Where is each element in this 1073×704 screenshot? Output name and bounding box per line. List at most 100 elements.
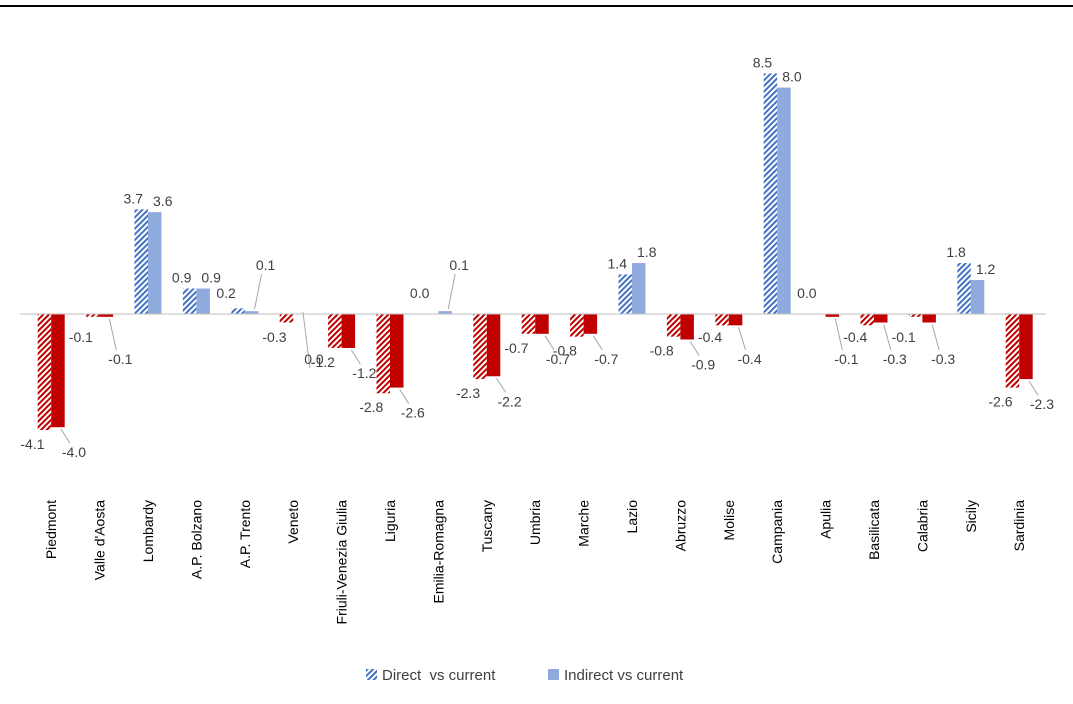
data-label-indirect-molise: -0.4 bbox=[737, 351, 761, 367]
bar-indirect-tuscany bbox=[486, 314, 501, 377]
legend-swatch-indirect bbox=[548, 669, 559, 680]
category-label-friuli-venezia-giulia: Friuli-Venezia Giulia bbox=[334, 500, 350, 625]
bar-direct-lazio bbox=[618, 274, 632, 314]
bar-direct-piedmont bbox=[37, 314, 52, 431]
category-label-abruzzo: Abruzzo bbox=[672, 500, 688, 552]
data-label-direct-campania: 8.5 bbox=[753, 54, 773, 70]
data-label-indirect-valle-d-aosta: -0.1 bbox=[108, 351, 132, 367]
bar-direct-a-p-trento bbox=[231, 308, 245, 314]
data-label-direct-umbria: -0.7 bbox=[504, 340, 528, 356]
data-label-direct-tuscany: -2.3 bbox=[456, 385, 480, 401]
category-label-molise: Molise bbox=[721, 500, 737, 541]
category-label-veneto: Veneto bbox=[285, 500, 301, 544]
leader-line-a-p-trento bbox=[254, 273, 263, 310]
data-label-indirect-liguria: -2.6 bbox=[401, 405, 425, 421]
category-labels-group: Piedmont Valle d'Aosta Lombardy A.P. Bolzan… bbox=[43, 500, 1027, 625]
bar-direct-veneto bbox=[279, 314, 294, 323]
leader-line-piedmont bbox=[60, 428, 71, 444]
legend-swatch-direct bbox=[366, 669, 377, 680]
bar-indirect-a-p-bolzano bbox=[196, 288, 210, 314]
leader-line-sardinia bbox=[1028, 380, 1039, 396]
data-label-indirect-emilia-romagna: 0.1 bbox=[449, 257, 469, 273]
bar-direct-lombardy bbox=[134, 209, 148, 314]
bar-direct-liguria bbox=[376, 314, 390, 394]
leader-line-apulia bbox=[834, 318, 843, 351]
leader-line-abruzzo bbox=[689, 341, 700, 356]
leader-line-basilicata bbox=[883, 324, 892, 351]
data-label-direct-molise: -0.4 bbox=[698, 329, 722, 345]
data-label-direct-marche: -0.8 bbox=[553, 343, 577, 359]
category-label-tuscany: Tuscany bbox=[479, 500, 495, 552]
data-label-indirect-lombardy: 3.6 bbox=[153, 193, 173, 209]
bar-indirect-sardinia bbox=[1019, 314, 1033, 380]
bar-direct-campania bbox=[763, 73, 778, 314]
bar-indirect-lombardy bbox=[148, 212, 162, 314]
data-labels-group: -4.1-4.0-0.1-0.13.7 3.60.9 0.90.20.1-0.30.… bbox=[20, 54, 1054, 460]
leader-line-calabria bbox=[931, 324, 940, 351]
data-label-indirect-abruzzo: -0.9 bbox=[691, 356, 715, 372]
data-label-indirect-marche: -0.7 bbox=[594, 351, 618, 367]
bar-indirect-umbria bbox=[535, 314, 549, 334]
bar-direct-friuli-venezia-giulia bbox=[328, 314, 342, 348]
data-label-indirect-lazio: 1.8 bbox=[637, 244, 657, 260]
data-label-direct-apulia: 0.0 bbox=[797, 285, 817, 301]
data-label-direct-a-p-bolzano: 0.9 bbox=[172, 270, 192, 286]
category-label-sicily: Sicily bbox=[963, 500, 979, 533]
data-label-direct-sicily: 1.8 bbox=[946, 244, 966, 260]
bar-direct-molise bbox=[715, 314, 729, 326]
category-label-piedmont: Piedmont bbox=[43, 500, 59, 559]
data-label-direct-lazio: 1.4 bbox=[608, 255, 628, 271]
bar-direct-basilicata bbox=[860, 314, 874, 326]
data-label-direct-valle-d-aosta: -0.1 bbox=[69, 329, 93, 345]
data-label-indirect-friuli-venezia-giulia: -1.2 bbox=[352, 365, 376, 381]
data-label-indirect-campania: 8.0 bbox=[782, 69, 802, 85]
bar-direct-abruzzo bbox=[666, 314, 681, 337]
bar-indirect-campania bbox=[777, 87, 791, 314]
legend-label-direct: Direct vs current bbox=[382, 667, 496, 684]
category-label-lombardy: Lombardy bbox=[140, 500, 156, 562]
bar-indirect-apulia bbox=[825, 314, 840, 317]
leader-line-emilia-romagna bbox=[447, 273, 456, 310]
bar-indirect-abruzzo bbox=[680, 314, 694, 340]
category-label-lazio: Lazio bbox=[624, 500, 640, 534]
data-label-indirect-apulia: -0.1 bbox=[834, 351, 858, 367]
category-label-basilicata: Basilicata bbox=[866, 500, 882, 560]
category-label-umbria: Umbria bbox=[527, 500, 543, 545]
leader-line-molise bbox=[738, 327, 747, 351]
data-label-direct-lombardy: 3.7 bbox=[124, 190, 144, 206]
bar-direct-calabria bbox=[908, 314, 923, 317]
data-label-indirect-veneto: 0.0 bbox=[304, 351, 324, 367]
bar-indirect-friuli-venezia-giulia bbox=[341, 314, 356, 348]
bar-indirect-a-p-trento bbox=[244, 311, 259, 314]
category-label-apulia: Apulia bbox=[818, 500, 834, 539]
bar-direct-marche bbox=[570, 314, 584, 337]
data-label-direct-a-p-trento: 0.2 bbox=[216, 285, 236, 301]
data-label-indirect-sardinia: -2.3 bbox=[1030, 396, 1054, 412]
data-label-indirect-piedmont: -4.0 bbox=[62, 444, 86, 460]
bar-direct-umbria bbox=[521, 314, 536, 334]
bar-indirect-molise bbox=[728, 314, 743, 326]
leader-line-friuli-venezia-giulia bbox=[350, 349, 361, 365]
leader-line-tuscany bbox=[496, 377, 506, 393]
bar-indirect-marche bbox=[583, 314, 598, 334]
bar-indirect-liguria bbox=[390, 314, 404, 388]
legend: Direct vs current Indirect vs current bbox=[366, 667, 684, 684]
category-label-a-p-bolzano: A.P. Bolzano bbox=[188, 500, 204, 579]
data-label-indirect-umbria: -0.7 bbox=[546, 351, 570, 367]
category-label-sardinia: Sardinia bbox=[1011, 500, 1027, 552]
leader-line-valle-d-aosta bbox=[108, 318, 117, 351]
data-label-direct-emilia-romagna: 0.0 bbox=[410, 285, 430, 301]
data-label-direct-veneto: -0.3 bbox=[262, 329, 286, 345]
data-label-direct-sardinia: -2.6 bbox=[988, 394, 1012, 410]
leader-line-marche bbox=[592, 335, 603, 351]
bar-direct-valle-d-aosta bbox=[86, 314, 100, 317]
leader-line-liguria bbox=[399, 389, 410, 404]
data-label-direct-basilicata: -0.4 bbox=[843, 329, 867, 345]
data-label-indirect-tuscany: -2.2 bbox=[497, 393, 521, 409]
bar-indirect-basilicata bbox=[874, 314, 888, 323]
bar-indirect-valle-d-aosta bbox=[99, 314, 114, 317]
data-label-indirect-a-p-trento: 0.1 bbox=[256, 257, 276, 273]
data-label-indirect-sicily: 1.2 bbox=[976, 261, 996, 277]
bar-indirect-lazio bbox=[632, 263, 646, 314]
